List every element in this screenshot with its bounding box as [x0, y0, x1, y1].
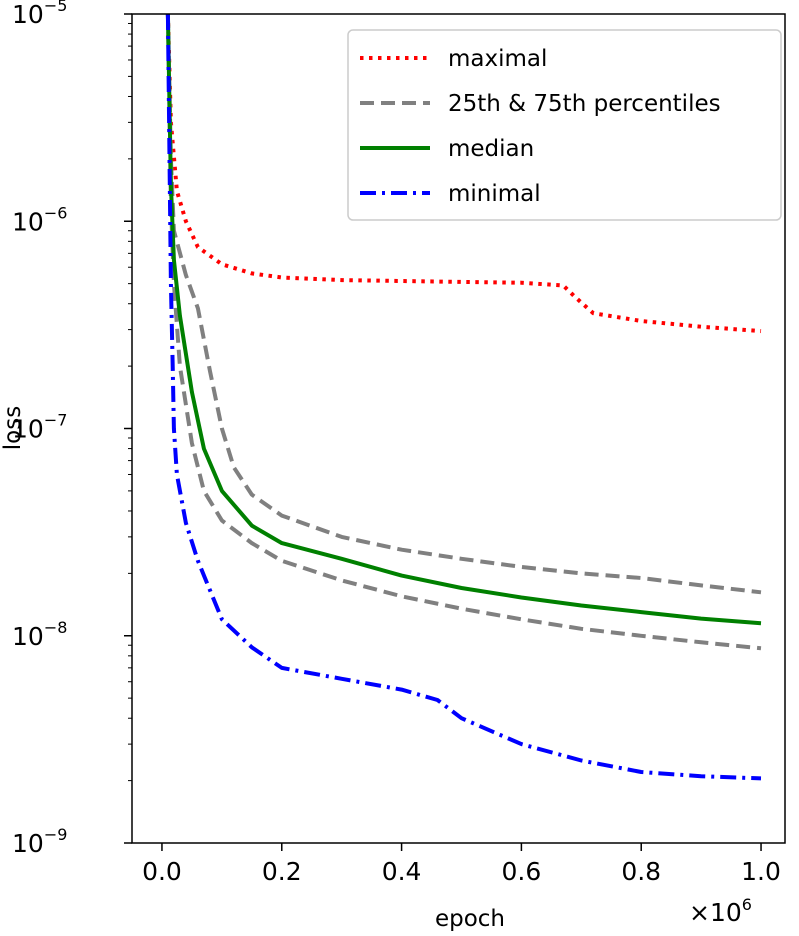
x-tick-label: 1.0 — [741, 857, 781, 886]
x-axis-multiplier: ×106 — [689, 895, 752, 927]
legend-label: maximal — [448, 46, 547, 72]
legend-label: median — [448, 136, 534, 162]
y-tick-label: 10−6 — [12, 203, 67, 236]
legend-label: minimal — [448, 181, 541, 207]
x-tick-label: 0.2 — [262, 857, 302, 886]
x-multiplier-exponent: 6 — [742, 895, 752, 914]
y-tick-label: 10−5 — [12, 0, 67, 29]
legend-label: 25th & 75th percentiles — [448, 91, 721, 117]
series-line-25th-75th-percentiles — [165, 14, 762, 595]
y-tick-label: 10−8 — [12, 618, 67, 651]
x-tick-label: 0.6 — [502, 857, 542, 886]
series-line-25th-percentile — [165, 14, 762, 651]
series-line-minimal — [165, 14, 762, 781]
x-axis-label: epoch — [435, 906, 505, 932]
x-multiplier-base: ×10 — [689, 898, 742, 927]
legend: maximal 25th & 75th percentiles median mini… — [347, 29, 782, 221]
y-axis-label: loss — [0, 406, 26, 450]
series-line-maximal — [165, 14, 762, 334]
x-tick-label: 0.4 — [382, 857, 422, 886]
ticks-layer: 0.0 0.2 0.4 0.6 0.8 1.0 10−9 10−8 10−7 10−6 10−5 — [12, 0, 781, 886]
series-layer — [165, 14, 762, 781]
x-tick-label: 0.0 — [142, 857, 182, 886]
y-tick-label: 10−9 — [12, 825, 67, 858]
x-tick-label: 0.8 — [621, 857, 661, 886]
series-line-median — [165, 14, 762, 626]
y-tick-label: 10−7 — [12, 411, 67, 444]
legend-box — [347, 29, 782, 221]
